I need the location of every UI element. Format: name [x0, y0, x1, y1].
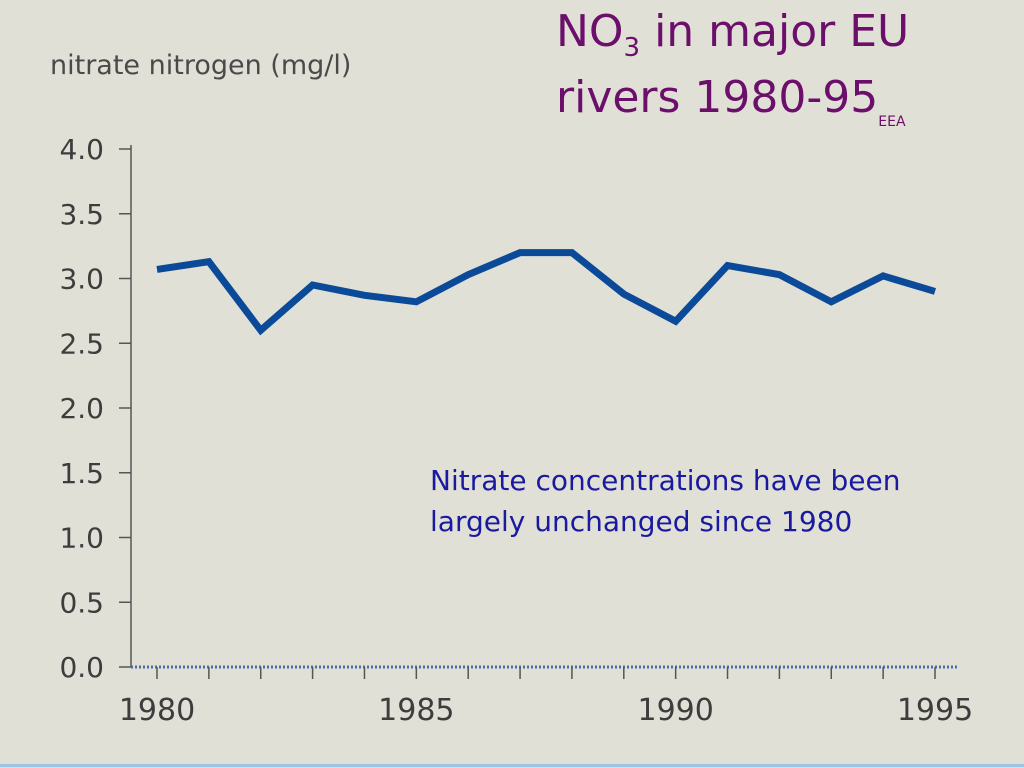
x-tick-label: 1985	[378, 693, 454, 728]
y-tick-label: 3.5	[59, 198, 104, 231]
x-tick-label: 1990	[637, 693, 713, 728]
title-subscript: 3	[623, 33, 641, 63]
y-tick-label: 1.0	[59, 522, 104, 555]
y-tick-label: 4.0	[59, 133, 104, 166]
y-tick-label: 3.0	[59, 263, 104, 296]
series-line	[156, 249, 937, 336]
x-tick-label: 1995	[897, 693, 973, 728]
title-line2: rivers 1980-95	[556, 72, 879, 123]
y-tick-label: 0.5	[59, 586, 104, 619]
title-line1-rest: in major EU	[640, 6, 910, 57]
y-axis-label: nitrate nitrogen (mg/l)	[50, 50, 352, 81]
title-source: EEA	[878, 114, 906, 130]
y-tick-label: 0.0	[59, 651, 104, 684]
bottom-rule	[0, 764, 1024, 767]
y-tick-label: 1.5	[59, 457, 104, 490]
y-tick-label: 2.5	[59, 327, 104, 360]
annotation-note: Nitrate concentrations have been largely…	[430, 464, 901, 538]
title-no: NO	[556, 6, 624, 57]
x-tick-label: 1980	[119, 693, 195, 728]
y-tick-label: 2.0	[59, 392, 104, 425]
slide-title: NO3 in major EU rivers 1980-95EEA	[556, 2, 909, 138]
